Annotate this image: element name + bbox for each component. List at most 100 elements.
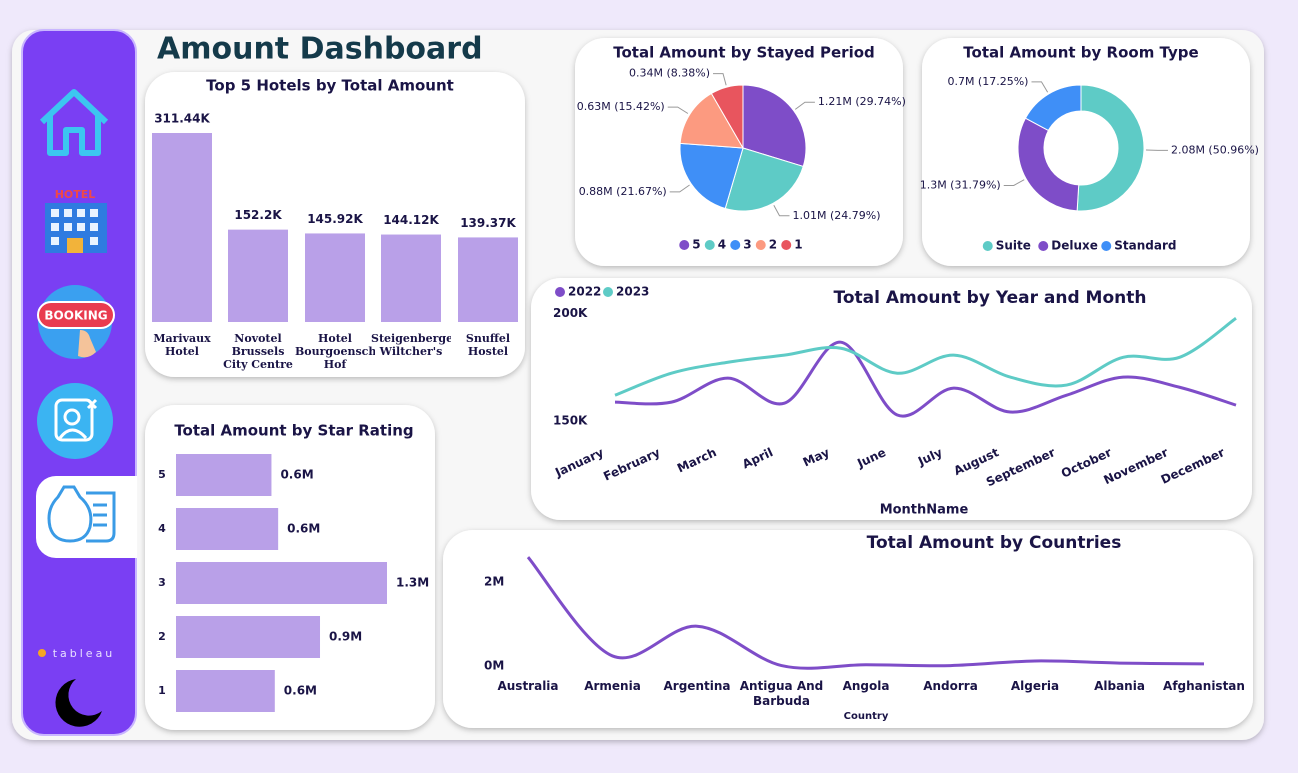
y-tick-label: 2 <box>158 630 166 643</box>
legend-swatch <box>1101 241 1112 251</box>
data-label: 2.08M (50.96%) <box>1171 143 1259 156</box>
x-tick-label-box: Novotel Brussels City Centre <box>223 332 293 371</box>
user-glyph <box>54 398 98 442</box>
leader-line <box>713 73 727 86</box>
x-tick-label: Australia <box>497 679 559 693</box>
bar <box>381 234 441 322</box>
y-tick-label: 200K <box>553 306 588 320</box>
brand-mark <box>38 649 46 657</box>
money-icon <box>47 485 116 543</box>
hotel-icon[interactable] <box>45 203 107 253</box>
x-tick-label: Antigua And Barbuda <box>739 679 824 708</box>
chart-title: Top 5 Hotels by Total Amount <box>206 77 454 95</box>
data-label: 0.34M (8.38%) <box>629 67 710 80</box>
x-tick-label-box: Marivaux Hotel <box>153 332 211 358</box>
card <box>443 530 1253 728</box>
slice <box>679 142 744 210</box>
legend-swatch <box>555 287 565 297</box>
x-tick-label-box: Hotel Bourgoensch Hof <box>295 332 375 371</box>
slice <box>1017 117 1080 212</box>
card <box>531 278 1252 520</box>
slice <box>1024 84 1082 132</box>
legend-swatch <box>730 240 741 250</box>
x-tick-label: Marivaux Hotel <box>153 332 211 358</box>
legend-label: 2022 <box>568 285 601 299</box>
chart-title: Total Amount by Room Type <box>963 44 1198 62</box>
chart-title: Total Amount by Countries <box>867 533 1122 553</box>
data-label: 0.88M (21.67%) <box>579 185 667 198</box>
bar <box>458 237 518 322</box>
line <box>614 340 1237 418</box>
bar <box>176 454 272 496</box>
legend-label: 5 <box>692 238 700 252</box>
y-tick-label: 2M <box>484 575 504 589</box>
y-tick-label: 5 <box>158 468 166 481</box>
legend-label: Standard <box>1114 239 1176 253</box>
data-label: 311.44K <box>154 112 210 126</box>
bar <box>176 508 279 550</box>
active-tab[interactable] <box>36 476 137 558</box>
x-tick-label-box: Algeria <box>1011 679 1059 693</box>
legend-label: 3 <box>743 238 751 252</box>
home-icon[interactable] <box>39 89 109 156</box>
data-label: 1.3M <box>396 576 429 590</box>
chart-title: Total Amount by Star Rating <box>174 422 413 440</box>
x-tick-label: Armenia <box>584 679 641 693</box>
x-tick-label-box: Antigua And Barbuda <box>739 679 824 708</box>
x-tick-label: Hotel Bourgoensch Hof <box>295 332 375 371</box>
dark-mode-toggle[interactable] <box>55 679 102 727</box>
slice <box>1076 84 1145 212</box>
data-label: 0.6M <box>280 468 313 482</box>
y-tick-label: 1 <box>158 684 166 697</box>
x-tick-label: Albania <box>1094 679 1145 693</box>
x-tick-label-box: Andorra <box>923 679 978 693</box>
chart-title: Total Amount by Stayed Period <box>613 44 875 62</box>
data-label: 1.3M (31.79%) <box>920 178 1001 191</box>
slice <box>679 92 744 149</box>
brand: tableau <box>53 647 116 660</box>
data-label: 152.2K <box>234 208 282 222</box>
x-tick-label-box: Snuffel Hostel <box>465 332 511 358</box>
data-label: 145.92K <box>307 212 363 226</box>
legend-label: Deluxe <box>1051 239 1098 253</box>
x-tick-label: Afghanistan <box>1163 679 1245 693</box>
y-tick-label: 150K <box>553 414 588 428</box>
bar <box>176 562 387 604</box>
y-tick-label: 0M <box>484 659 504 673</box>
legend-swatch <box>704 240 715 250</box>
x-tick-label: Novotel Brussels City Centre <box>223 332 293 371</box>
x-tick-label-box: Armenia <box>584 679 641 693</box>
line <box>614 317 1237 397</box>
legend-swatch <box>755 240 766 250</box>
data-label: 139.37K <box>460 216 516 230</box>
x-tick-label-box: Steigenberger Wiltcher's <box>371 332 451 358</box>
legend-swatch <box>982 241 993 251</box>
x-tick-label: Snuffel Hostel <box>465 332 511 358</box>
bar <box>305 233 365 322</box>
x-axis-title: Country <box>844 711 889 722</box>
x-tick-label-box: Albania <box>1094 679 1145 693</box>
x-tick-label: Angola <box>842 679 890 693</box>
x-tick-label-box: Angola <box>842 679 890 693</box>
data-label: 1.01M (24.79%) <box>793 209 881 222</box>
bar <box>176 616 321 658</box>
legend-swatch <box>603 287 613 297</box>
data-label: 0.63M (15.42%) <box>577 100 665 113</box>
booking-badge <box>37 301 115 329</box>
x-tick-label-box: Australia <box>497 679 559 693</box>
bar <box>152 133 212 322</box>
leader-line <box>1003 179 1025 186</box>
user-icon[interactable] <box>37 383 113 459</box>
x-tick-label: Argentina <box>663 679 731 693</box>
data-label: 0.6M <box>284 684 317 698</box>
legend-label: 1 <box>794 238 802 252</box>
x-axis-title: MonthName <box>880 503 969 518</box>
data-label: 0.7M (17.25%) <box>947 75 1028 88</box>
leader-line <box>794 101 815 110</box>
legend-swatch <box>781 240 792 250</box>
hand <box>78 330 96 358</box>
x-tick-label-box: Afghanistan <box>1163 679 1245 693</box>
legend-swatch <box>1038 241 1049 251</box>
